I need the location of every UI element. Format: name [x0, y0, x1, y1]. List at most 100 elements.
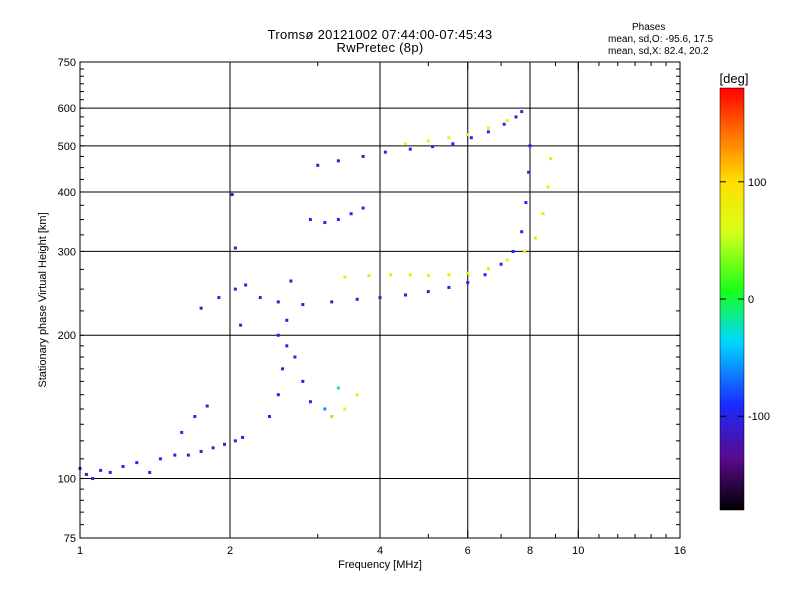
data-point — [330, 414, 334, 418]
data-point — [343, 275, 347, 279]
data-point — [447, 136, 451, 140]
data-point — [546, 185, 550, 189]
data-point — [330, 300, 334, 304]
y-tick-label: 75 — [64, 533, 76, 545]
x-tick-label: 16 — [674, 545, 686, 557]
data-point — [180, 430, 184, 434]
data-point — [244, 283, 248, 287]
data-point — [367, 274, 371, 278]
data-point — [285, 318, 289, 322]
colorbar-ticks: -100 0 100 — [720, 177, 770, 423]
x-tick-label: 4 — [377, 545, 383, 557]
data-point — [511, 249, 515, 253]
x-tick-label: 10 — [572, 545, 584, 557]
data-point — [285, 344, 289, 348]
data-point — [408, 273, 412, 277]
data-point — [383, 150, 387, 154]
data-point — [281, 367, 285, 371]
data-point — [276, 300, 280, 304]
data-point — [533, 236, 537, 240]
data-point — [378, 296, 382, 300]
y-tick-label: 100 — [58, 474, 76, 486]
data-point — [403, 293, 407, 297]
data-point — [541, 212, 545, 216]
data-point — [336, 386, 340, 390]
colorbar-label: [deg] — [720, 71, 749, 86]
data-point — [343, 407, 347, 411]
data-point — [276, 333, 280, 337]
data-point — [403, 142, 407, 146]
data-point — [205, 404, 209, 408]
y-tick-labels: 75 100 200 300 400 500 600 750 — [58, 57, 76, 545]
data-point — [408, 147, 412, 151]
data-point — [99, 468, 103, 472]
data-point — [289, 279, 293, 283]
data-point — [308, 218, 312, 222]
y-tick-label: 400 — [58, 187, 76, 199]
data-point — [528, 144, 532, 148]
data-point — [84, 472, 88, 476]
y-tick-label: 500 — [58, 141, 76, 153]
data-point — [523, 249, 527, 253]
data-point — [230, 193, 234, 197]
data-point — [239, 323, 243, 327]
x-tick-label: 2 — [227, 545, 233, 557]
data-point — [426, 139, 430, 143]
chart-subtitle: RwPretec (8p) — [336, 40, 424, 55]
phases-stats-o-mode: mean, sd,O: -95.6, 17.5 — [608, 34, 714, 45]
data-point — [447, 285, 451, 289]
data-point — [349, 212, 353, 216]
data-point — [389, 273, 393, 277]
x-tick-label: 6 — [465, 545, 471, 557]
data-point — [451, 142, 455, 146]
colorbar-tick-label: 100 — [748, 177, 766, 189]
data-point — [336, 159, 340, 163]
data-point — [308, 400, 312, 404]
data-point — [486, 126, 490, 130]
data-point — [499, 262, 503, 266]
x-tick-label: 1 — [77, 545, 83, 557]
x-tick-labels: 1 2 4 6 8 10 16 — [77, 545, 686, 557]
data-point — [466, 133, 470, 137]
data-point — [520, 230, 524, 234]
data-point — [199, 449, 203, 453]
data-point — [223, 442, 227, 446]
colorbar-tick-label: -100 — [748, 411, 770, 423]
data-point — [233, 439, 237, 443]
data-point — [211, 446, 215, 450]
data-point — [217, 296, 221, 300]
data-point — [158, 457, 162, 461]
data-point — [549, 157, 553, 161]
axis-ticks — [79, 61, 681, 538]
data-point — [431, 145, 435, 149]
data-point — [361, 206, 365, 210]
data-point — [186, 453, 190, 457]
data-point — [505, 119, 509, 123]
data-point — [323, 407, 327, 411]
data-point — [502, 122, 506, 126]
data-point — [121, 464, 125, 468]
data-point — [447, 273, 451, 277]
data-point — [514, 115, 518, 119]
data-point — [469, 136, 473, 140]
data-point — [355, 297, 359, 301]
data-point — [486, 130, 490, 134]
data-points — [78, 110, 553, 481]
data-point — [91, 477, 95, 481]
data-point — [426, 274, 430, 278]
y-tick-label: 750 — [58, 57, 76, 69]
data-point — [293, 355, 297, 359]
x-tick-label: 8 — [527, 545, 533, 557]
data-point — [505, 258, 509, 262]
colorbar-tick-label: 0 — [748, 294, 754, 306]
data-point — [301, 303, 305, 307]
data-point — [355, 393, 359, 397]
data-point — [199, 306, 203, 310]
phases-stats-title: Phases — [632, 22, 666, 33]
data-point — [483, 273, 487, 277]
y-axis-title: Stationary phase Virtual Height [km] — [37, 212, 49, 387]
data-point — [361, 154, 365, 158]
data-point — [316, 163, 320, 167]
data-point — [135, 461, 139, 465]
